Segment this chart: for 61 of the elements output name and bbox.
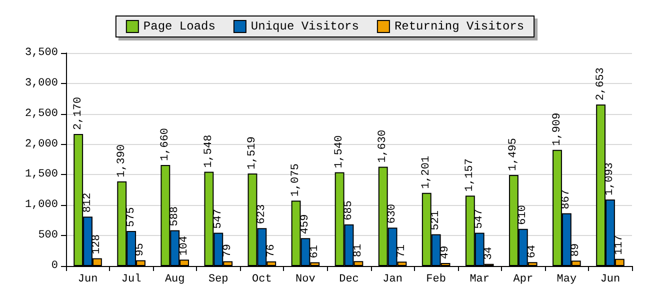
data-label: 1,075 (290, 164, 302, 197)
y-tick-label: 2,000 (24, 138, 58, 150)
x-tick-label: Oct (252, 274, 272, 286)
data-label: 1,390 (116, 144, 128, 178)
x-tick-label: Jun (600, 274, 620, 286)
x-tick-label: May (556, 274, 577, 286)
legend-label: Returning Visitors (394, 20, 524, 34)
x-tick-label: Nov (296, 274, 316, 286)
y-tick-label: 0 (51, 260, 58, 272)
legend-label: Page Loads (143, 20, 216, 34)
data-label: 1,548 (202, 134, 215, 168)
x-tick-label: Jan (382, 274, 402, 286)
data-label: 117 (614, 235, 626, 255)
data-label: 547 (212, 208, 224, 229)
data-label: 575 (125, 207, 138, 228)
data-label: 1,201 (420, 156, 433, 189)
x-tick-label: Aug (164, 274, 185, 286)
data-label: 71 (396, 244, 408, 258)
data-label: 588 (168, 206, 181, 226)
data-label: 128 (91, 234, 104, 254)
data-label: 547 (474, 208, 486, 229)
data-label: 867 (560, 189, 573, 210)
data-label: 812 (82, 192, 94, 213)
data-label: 521 (430, 210, 442, 230)
data-label: 623 (256, 204, 268, 224)
y-tick-label: 1,000 (24, 199, 58, 212)
data-label: 2,653 (594, 68, 607, 101)
legend-label: Unique Visitors (250, 20, 359, 34)
data-label: 610 (517, 205, 530, 225)
data-label: 1,630 (377, 130, 390, 163)
data-label: 2,170 (72, 96, 84, 130)
data-label: 1,157 (464, 158, 476, 192)
data-label: 61 (308, 244, 321, 258)
x-tick-label: Apr (513, 274, 534, 286)
data-label: 1,495 (508, 138, 520, 172)
data-label: 459 (299, 214, 312, 234)
data-label: 89 (570, 243, 582, 257)
data-label: 64 (526, 244, 539, 258)
x-tick-label: Jun (78, 274, 98, 286)
x-tick-label: Mar (470, 274, 490, 286)
data-label: 76 (265, 244, 278, 258)
x-tick-label: Dec (339, 274, 359, 286)
y-tick-label: 500 (38, 230, 58, 242)
data-label: 1,540 (334, 135, 346, 168)
y-tick-label: 2,500 (24, 108, 58, 120)
data-label: 79 (222, 244, 234, 258)
y-tick-label: 3,000 (24, 77, 58, 90)
data-label: 49 (440, 246, 452, 260)
data-label: 630 (386, 204, 399, 224)
x-tick-label: Jul (121, 274, 142, 286)
data-label: 1,660 (159, 128, 172, 161)
data-label: 34 (483, 246, 496, 260)
data-label: 81 (352, 243, 364, 258)
x-tick-label: Sep (208, 274, 228, 286)
data-label: 1,519 (246, 136, 258, 170)
x-tick-label: Feb (426, 274, 446, 286)
y-tick-label: 1,500 (24, 168, 58, 181)
data-label: 1,909 (551, 112, 564, 146)
y-tick-label: 3,500 (24, 47, 58, 59)
data-label: 685 (343, 200, 355, 220)
data-label: 104 (178, 235, 190, 256)
